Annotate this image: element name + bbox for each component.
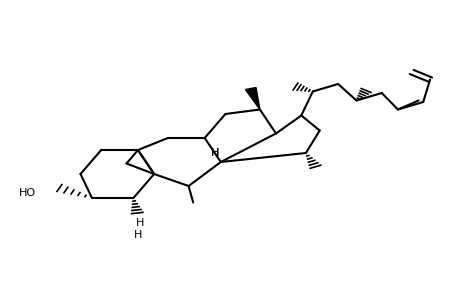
Text: H: H bbox=[135, 218, 144, 229]
Polygon shape bbox=[245, 88, 259, 110]
Text: HO: HO bbox=[19, 188, 36, 199]
Text: H: H bbox=[211, 148, 219, 158]
Text: H: H bbox=[211, 148, 219, 158]
Text: H: H bbox=[134, 230, 142, 241]
